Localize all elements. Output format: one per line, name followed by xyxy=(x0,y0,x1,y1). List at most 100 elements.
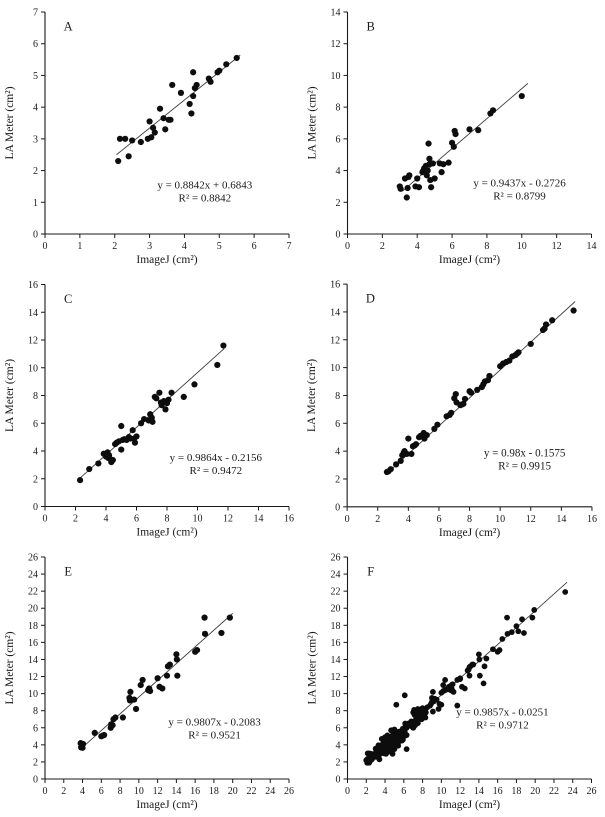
x-tick-label: 18 xyxy=(209,786,219,797)
data-point xyxy=(387,466,394,473)
data-point xyxy=(190,69,197,76)
x-tick-label: 0 xyxy=(43,241,48,252)
y-tick-label: 2 xyxy=(33,166,38,177)
y-tick-label: 8 xyxy=(336,706,341,717)
y-tick-label: 10 xyxy=(331,71,341,82)
data-point xyxy=(570,307,577,314)
data-point xyxy=(440,682,447,688)
data-point xyxy=(173,656,180,663)
y-tick-label: 24 xyxy=(331,570,341,581)
data-point xyxy=(129,427,136,434)
x-tick-label: 14 xyxy=(171,786,181,797)
x-tick-label: 6 xyxy=(252,241,257,252)
x-tick-label: 14 xyxy=(587,241,597,252)
data-point xyxy=(425,140,432,147)
data-point xyxy=(515,628,522,635)
y-tick-label: 0 xyxy=(336,230,341,241)
data-point xyxy=(146,118,153,125)
y-tick-label: 6 xyxy=(33,419,38,430)
data-point xyxy=(452,131,459,138)
data-point xyxy=(518,92,525,100)
data-point xyxy=(397,185,404,192)
x-tick-label: 24 xyxy=(568,786,578,797)
x-tick-label: 8 xyxy=(467,514,472,525)
data-point xyxy=(429,160,436,167)
data-point xyxy=(448,409,455,416)
data-point xyxy=(173,651,180,658)
y-tick-label: 2 xyxy=(335,474,340,485)
y-tick-label: 6 xyxy=(33,39,38,50)
data-point xyxy=(504,614,510,621)
y-tick-label: 8 xyxy=(33,391,38,402)
data-point xyxy=(163,672,171,679)
data-point xyxy=(399,725,406,732)
regression-equation: y = 0.8842x + 0.6843 xyxy=(157,179,252,191)
x-tick-label: 8 xyxy=(118,786,123,797)
data-point xyxy=(201,630,209,637)
data-point xyxy=(515,349,522,356)
data-point xyxy=(496,647,503,653)
x-tick-label: 4 xyxy=(80,786,85,797)
data-point xyxy=(401,692,408,699)
r-squared-value: R² = 0.8842 xyxy=(179,192,232,204)
panel-label: F xyxy=(367,564,374,578)
data-point xyxy=(480,680,487,687)
data-point xyxy=(434,421,441,428)
data-point xyxy=(148,134,155,141)
data-point xyxy=(169,81,176,89)
data-point xyxy=(119,714,126,721)
data-point xyxy=(394,729,401,736)
scatter-plot-d: 0 2 4 6 8 10 12 14 16 0 2 4 6 8 10 12 14 16 ImageJ (cm²) LA… xyxy=(306,280,597,539)
data-point xyxy=(426,155,433,162)
x-tick-label: 16 xyxy=(493,786,503,797)
x-tick-label: 4 xyxy=(104,514,109,525)
data-point xyxy=(412,441,420,448)
data-point xyxy=(162,406,169,413)
r-squared-value: R² = 0.9521 xyxy=(188,730,241,742)
x-axis-title: ImageJ (cm²) xyxy=(439,799,500,811)
data-point xyxy=(424,167,431,174)
x-tick-label: 22 xyxy=(549,786,559,797)
x-axis-title: ImageJ (cm²) xyxy=(439,527,500,539)
data-point xyxy=(436,700,443,707)
regression-equation: y = 0.9437x - 0.2726 xyxy=(473,177,566,189)
y-axis-title: LA Meter (cm²) xyxy=(307,86,319,159)
x-tick-label: 0 xyxy=(43,786,48,797)
x-tick-label: 8 xyxy=(420,786,425,797)
data-point xyxy=(168,389,175,396)
data-point xyxy=(521,630,527,636)
data-point xyxy=(177,89,185,96)
panel-label: C xyxy=(64,292,72,306)
y-tick-label: 0 xyxy=(33,775,38,786)
data-point xyxy=(391,746,398,753)
data-point xyxy=(513,623,520,630)
x-tick-label: 2 xyxy=(364,786,369,797)
data-point xyxy=(486,372,493,380)
y-tick-label: 5 xyxy=(33,71,38,82)
data-point xyxy=(531,607,538,613)
data-point xyxy=(415,184,423,191)
y-tick-label: 14 xyxy=(331,8,341,19)
trend-line xyxy=(402,83,529,192)
y-tick-label: 4 xyxy=(336,166,341,177)
data-point xyxy=(423,172,430,179)
y-tick-label: 12 xyxy=(28,672,38,683)
data-point xyxy=(139,676,146,684)
data-point xyxy=(218,629,225,637)
data-point xyxy=(397,457,404,464)
y-tick-label: 26 xyxy=(331,553,341,564)
data-point xyxy=(131,439,139,446)
y-tick-label: 4 xyxy=(33,103,38,114)
data-point xyxy=(476,672,483,679)
data-point xyxy=(125,153,132,160)
scatter-plot-b: 0 2 4 6 8 10 12 14 0 2 4 6 8 10 12 14 ImageJ (cm²) LA Met… xyxy=(307,8,597,267)
x-tick-label: 22 xyxy=(246,786,256,797)
data-point xyxy=(201,614,208,621)
data-point xyxy=(132,705,140,713)
trend-line xyxy=(79,613,233,751)
y-tick-label: 2 xyxy=(336,198,341,209)
data-point xyxy=(499,636,506,642)
y-tick-label: 10 xyxy=(331,689,341,700)
data-point xyxy=(79,740,87,748)
x-tick-label: 12 xyxy=(526,514,536,525)
